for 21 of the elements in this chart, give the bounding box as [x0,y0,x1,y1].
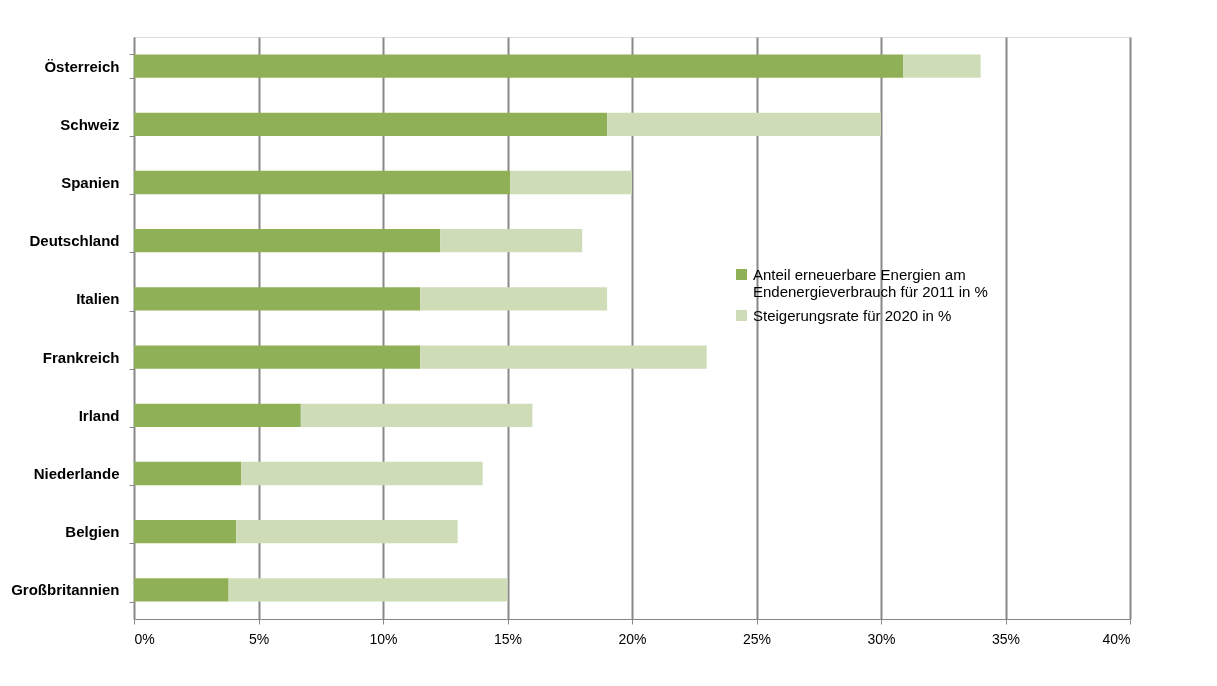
y-tick-label: Irland [78,406,120,424]
x-tick-label: 15% [493,630,523,647]
y-tick-label: Italien [76,290,120,308]
x-tick-label: 40% [1102,630,1131,647]
y-tick-label: Deutschland [29,232,120,250]
y-tick-label: Großbritannien [11,581,120,599]
x-tick-label: 35% [991,630,1021,647]
x-tick-label: 10% [369,630,398,647]
y-tick-label: Frankreich [42,348,120,366]
x-tick-label: 20% [618,630,647,647]
y-tick-label: Niederlande [33,465,120,482]
x-tick-label: 5% [248,630,270,647]
x-tick-label: 0% [134,630,155,647]
x-tick-label: 25% [742,630,772,647]
y-tick-label: Schweiz [60,115,120,133]
y-tick-label: Österreich [44,57,120,75]
y-tick-label: Belgien [65,523,120,541]
legend-label: Steigerungsrate für 2020 in % [753,306,952,324]
legend-label: Anteil erneuerbare Energien am Endenergieverbrauch für 2011 in % [753,265,988,300]
y-tick-label: Spanien [61,174,120,191]
x-tick-label: 30% [867,630,896,647]
